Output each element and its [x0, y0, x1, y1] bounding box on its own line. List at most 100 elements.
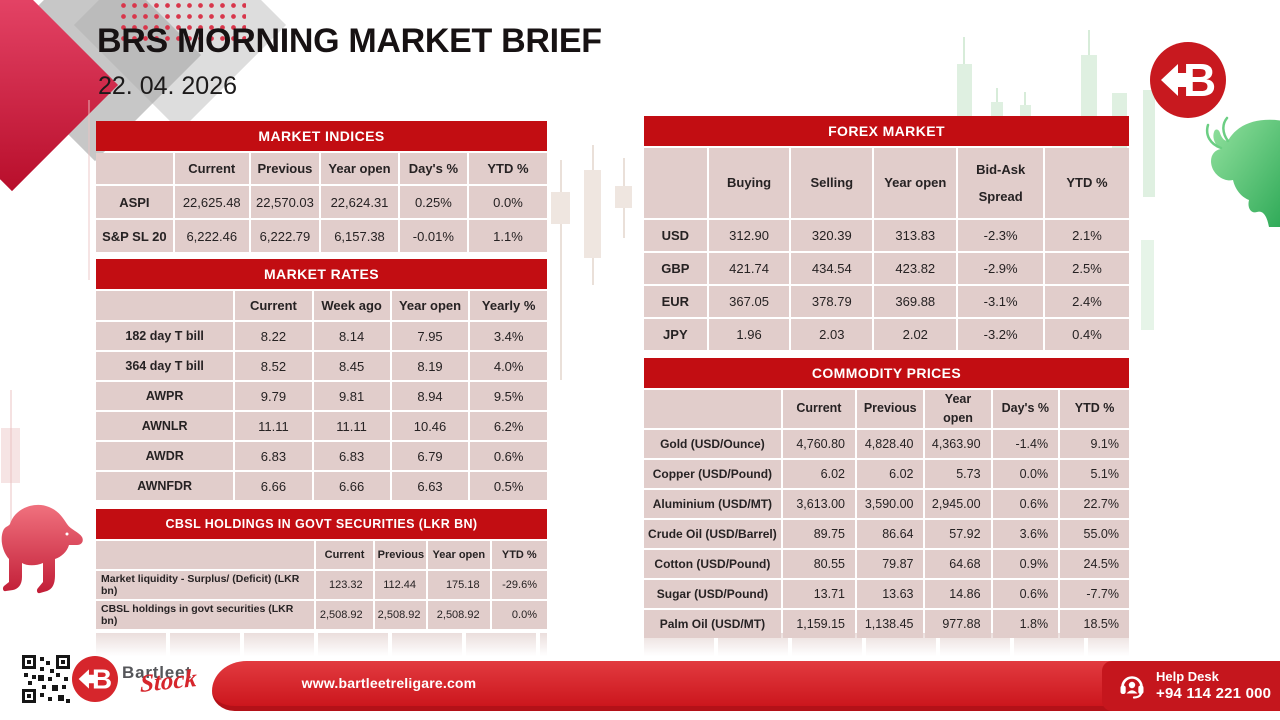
- cell-value: 434.54: [791, 253, 873, 284]
- help-desk-panel: Help Desk +94 114 221 000: [1102, 661, 1280, 711]
- cell-value: 175.18: [428, 571, 490, 599]
- table-row: AWPR 9.79 9.81 8.94 9.5%: [96, 382, 547, 410]
- candlestick-watermark: [996, 88, 998, 104]
- cell-value: 2.5%: [1044, 253, 1129, 284]
- cell-value: 0.9%: [992, 549, 1059, 578]
- column-header: [96, 541, 315, 569]
- cell-value: 79.87: [856, 549, 924, 578]
- cell-value: 64.68: [925, 549, 991, 578]
- page-title: BRS MORNING MARKET BRIEF: [97, 22, 602, 60]
- help-desk-phone: +94 114 221 000: [1156, 684, 1272, 702]
- header-row: Buying Selling Year open Bid-Ask Spread YTD …: [644, 148, 1129, 218]
- cell-value: 4,760.80: [782, 429, 855, 458]
- market-rates-table: MARKET RATES Current Week ago Year open Year…: [96, 259, 547, 502]
- cell-value: 0.0%: [468, 186, 547, 218]
- candlestick-watermark: [592, 145, 594, 285]
- cell-value: 6.2%: [470, 412, 547, 440]
- row-label: 364 day T bill: [96, 352, 234, 380]
- cell-value: 2.4%: [1044, 286, 1129, 317]
- cell-value: 55.0%: [1060, 519, 1129, 548]
- cell-value: 6.63: [391, 472, 469, 500]
- svg-text:B: B: [92, 664, 112, 695]
- cell-value: 8.22: [235, 322, 312, 350]
- cell-value: 9.79: [235, 382, 312, 410]
- cell-value: 13.71: [782, 579, 855, 608]
- cell-value: 0.5%: [470, 472, 547, 500]
- cell-value: 10.46: [391, 412, 469, 440]
- row-label: USD: [644, 220, 707, 251]
- cell-value: 0.6%: [992, 579, 1059, 608]
- column-header: [644, 148, 707, 218]
- cell-value: 8.94: [391, 382, 469, 410]
- cell-value: 423.82: [874, 253, 957, 284]
- cell-value: 1,138.45: [856, 609, 924, 638]
- table-title: FOREX MARKET: [644, 116, 1129, 146]
- commodities-grid: Current Previous Year open Day's % YTD % Gold…: [642, 388, 1131, 640]
- bear-illustration: [1, 504, 83, 594]
- cell-value: -7.7%: [1060, 579, 1129, 608]
- table-row: Aluminium (USD/MT) 3,613.00 3,590.00 2,945.…: [644, 489, 1129, 518]
- column-header: Previous: [856, 390, 924, 428]
- cell-value: 14.86: [925, 579, 991, 608]
- cell-value: 5.73: [925, 459, 991, 488]
- cell-value: 86.64: [856, 519, 924, 548]
- cell-value: 0.0%: [992, 459, 1059, 488]
- website-link[interactable]: www.bartleetreligare.com: [301, 675, 477, 691]
- page-date: 22. 04. 2026: [98, 72, 238, 100]
- cell-value: 6,222.79: [250, 220, 320, 252]
- cell-value: 8.45: [313, 352, 390, 380]
- row-label: Market liquidity - Surplus/ (Deficit) (L…: [96, 571, 315, 599]
- table-row: AWDR 6.83 6.83 6.79 0.6%: [96, 442, 547, 470]
- cell-value: 0.4%: [1044, 319, 1129, 350]
- cell-value: 22,624.31: [321, 186, 398, 218]
- column-header: [96, 291, 234, 320]
- cell-value: 1.96: [708, 319, 790, 350]
- table-row: Palm Oil (USD/MT) 1,159.15 1,138.45 977.88 1…: [644, 609, 1129, 638]
- row-label: S&P SL 20: [96, 220, 173, 252]
- candlestick-watermark: [1024, 92, 1026, 107]
- row-label: AWNFDR: [96, 472, 234, 500]
- headset-icon: [1120, 676, 1144, 699]
- qr-code: [22, 655, 70, 703]
- table-row: GBP 421.74 434.54 423.82 -2.9% 2.5%: [644, 253, 1129, 284]
- cell-value: -3.2%: [958, 319, 1043, 350]
- cell-value: 4,828.40: [856, 429, 924, 458]
- table-row: JPY 1.96 2.03 2.02 -3.2% 0.4%: [644, 319, 1129, 350]
- table-title: CBSL HOLDINGS IN GOVT SECURITIES (LKR BN…: [96, 509, 547, 539]
- header-row: Current Previous Year open YTD %: [96, 541, 547, 569]
- cell-value: 369.88: [874, 286, 957, 317]
- header-row: Current Week ago Year open Yearly %: [96, 291, 547, 320]
- column-header: Week ago: [313, 291, 390, 320]
- candlestick-watermark: [623, 158, 625, 238]
- table-title: MARKET INDICES: [96, 121, 547, 151]
- column-header: YTD %: [1044, 148, 1129, 218]
- cell-value: 367.05: [708, 286, 790, 317]
- cell-value: 6.02: [782, 459, 855, 488]
- row-label: Crude Oil (USD/Barrel): [644, 519, 781, 548]
- cell-value: 421.74: [708, 253, 790, 284]
- column-header: Current: [174, 153, 249, 184]
- cell-value: 312.90: [708, 220, 790, 251]
- table-row: AWNFDR 6.66 6.66 6.63 0.5%: [96, 472, 547, 500]
- cell-value: 6.66: [235, 472, 312, 500]
- row-label: AWNLR: [96, 412, 234, 440]
- market_rates-grid: Current Week ago Year open Yearly % 182 day …: [94, 289, 549, 502]
- column-header: Previous: [250, 153, 320, 184]
- row-label: Sugar (USD/Pound): [644, 579, 781, 608]
- column-header: Day's %: [399, 153, 467, 184]
- cell-value: 5.1%: [1060, 459, 1129, 488]
- candlestick-watermark: [615, 186, 632, 208]
- table-row: USD 312.90 320.39 313.83 -2.3% 2.1%: [644, 220, 1129, 251]
- cell-value: 0.6%: [470, 442, 547, 470]
- column-header: Current: [782, 390, 855, 428]
- column-header: Year open: [925, 390, 991, 428]
- candlestick-watermark: [963, 37, 965, 67]
- cell-value: 0.25%: [399, 186, 467, 218]
- svg-text:B: B: [1183, 54, 1216, 106]
- cell-value: 2.02: [874, 319, 957, 350]
- header-row: Current Previous Year open Day's % YTD %: [96, 153, 547, 184]
- cbsl-holdings-table: CBSL HOLDINGS IN GOVT SECURITIES (LKR BN…: [96, 509, 547, 631]
- column-header: Year open: [874, 148, 957, 218]
- candlestick-watermark: [560, 160, 562, 380]
- cell-value: 9.1%: [1060, 429, 1129, 458]
